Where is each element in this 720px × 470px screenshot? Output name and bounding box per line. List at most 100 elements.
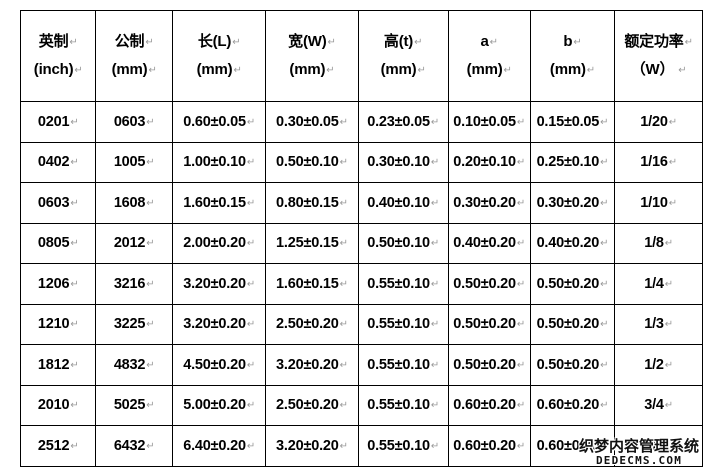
paragraph-mark-icon: ↵	[430, 116, 439, 128]
cell-a: 0.20±0.10↵	[447, 141, 531, 183]
paragraph-mark-icon: ↵	[327, 36, 336, 48]
cell-value: 0402	[37, 154, 70, 171]
cell-value: 3.20±0.20	[276, 437, 339, 454]
cell-value: 0.50±0.10	[367, 235, 430, 252]
paragraph-mark-icon: ↵	[326, 64, 335, 76]
paragraph-mark-icon: ↵	[430, 238, 439, 250]
paragraph-mark-icon: ↵	[339, 319, 348, 331]
cell-value: 0.50±0.20	[453, 356, 516, 373]
table-row: 0402↵ 1005↵ 1.00±0.10↵ 0.50±0.10↵ 0.30±0…	[19, 141, 703, 183]
cell-height: 0.55±0.10↵	[357, 384, 449, 426]
column-header-metric: 公制↵ (mm)↵	[95, 10, 173, 102]
cell-value: 0.55±0.10	[367, 275, 430, 292]
paragraph-mark-icon: ↵	[70, 238, 79, 250]
paragraph-mark-icon: ↵	[664, 400, 673, 412]
cell-value: 0.30±0.05	[276, 113, 339, 130]
paragraph-mark-icon: ↵	[339, 400, 348, 412]
cell-height: 0.30±0.10↵	[357, 141, 449, 183]
paragraph-mark-icon: ↵	[668, 157, 677, 169]
cell-metric: 2012↵	[95, 222, 173, 264]
cell-b: 0.30±0.20↵	[529, 182, 616, 224]
paragraph-mark-icon: ↵	[70, 440, 79, 452]
cell-inch: 2512↵	[19, 425, 97, 467]
cell-metric: 6432↵	[95, 425, 173, 467]
cell-value: 1005	[113, 154, 146, 171]
cell-width: 0.80±0.15↵	[265, 182, 359, 224]
column-header-metric-line2: (mm)	[111, 60, 148, 78]
cell-length: 1.00±0.10↵	[171, 141, 267, 183]
paragraph-mark-icon: ↵	[339, 157, 348, 169]
cell-value: 1/20	[640, 113, 668, 130]
table-row: 2512↵ 6432↵ 6.40±0.20↵ 3.20±0.20↵ 0.55±0…	[19, 425, 703, 467]
table-header-row: 英制↵ (inch)↵ 公制↵ (mm)↵ 长(L)↵ (mm)↵ 宽(W)↵ …	[19, 10, 703, 102]
column-header-inch-line1: 英制	[38, 32, 69, 50]
cell-rated-power: 1/4↵	[614, 263, 703, 305]
paragraph-mark-icon: ↵	[69, 36, 78, 48]
paragraph-mark-icon: ↵	[246, 400, 255, 412]
paragraph-mark-icon: ↵	[586, 64, 595, 76]
paragraph-mark-icon: ↵	[516, 440, 526, 452]
paragraph-mark-icon: ↵	[664, 319, 673, 331]
cell-b: 0.50±0.20↵	[529, 344, 616, 386]
paragraph-mark-icon: ↵	[70, 359, 79, 371]
cell-value: 0.40±0.20	[536, 235, 600, 252]
cell-b: 0.15±0.05↵	[529, 101, 616, 143]
cell-value: 0.50±0.20	[536, 316, 600, 333]
cell-width: 1.25±0.15↵	[265, 222, 359, 264]
paragraph-mark-icon: ↵	[417, 64, 426, 76]
paragraph-mark-icon: ↵	[70, 197, 79, 209]
column-header-length-line1: 长(L)	[197, 32, 232, 50]
paragraph-mark-icon: ↵	[430, 319, 439, 331]
cell-a: 0.60±0.20↵	[447, 425, 531, 467]
cell-value: 1/4	[644, 275, 664, 292]
paragraph-mark-icon: ↵	[600, 319, 609, 331]
cell-a: 0.40±0.20↵	[447, 222, 531, 264]
cell-value: 3225	[113, 316, 146, 333]
paragraph-mark-icon: ↵	[70, 319, 79, 331]
paragraph-mark-icon: ↵	[233, 64, 242, 76]
cell-value: 1210	[37, 316, 70, 333]
cell-value: 0.50±0.20	[536, 356, 600, 373]
cell-value: 2.00±0.20	[183, 235, 246, 252]
table-row: 0805↵ 2012↵ 2.00±0.20↵ 1.25±0.15↵ 0.50±0…	[19, 222, 703, 264]
cell-height: 0.55±0.10↵	[357, 263, 449, 305]
cell-a: 0.50±0.20↵	[447, 303, 531, 345]
table-row: 2010↵ 5025↵ 5.00±0.20↵ 2.50±0.20↵ 0.55±0…	[19, 384, 703, 426]
column-header-a-line1: a	[480, 32, 489, 50]
cell-value: 2512	[37, 437, 70, 454]
table-body: 0201↵ 0603↵ 0.60±0.05↵ 0.30±0.05↵ 0.23±0…	[19, 101, 703, 467]
cell-width: 0.30±0.05↵	[265, 101, 359, 143]
cell-width: 3.20±0.20↵	[265, 425, 359, 467]
column-header-height-line2: (mm)	[380, 60, 417, 78]
cell-metric: 0603↵	[95, 101, 173, 143]
paragraph-mark-icon: ↵	[146, 400, 155, 412]
cell-value: 6.40±0.20	[183, 437, 246, 454]
table-row: 0603↵ 1608↵ 1.60±0.15↵ 0.80±0.15↵ 0.40±0…	[19, 182, 703, 224]
cell-value: 1.60±0.15	[276, 275, 339, 292]
cell-value: 1	[650, 437, 658, 454]
paragraph-mark-icon: ↵	[146, 359, 155, 371]
cell-value: 1.25±0.15	[276, 235, 339, 252]
cell-value: 4832	[113, 356, 146, 373]
column-header-width: 宽(W)↵ (mm)↵	[265, 10, 359, 102]
cell-value: 0603	[37, 194, 70, 211]
cell-b: 0.50±0.20↵	[529, 263, 616, 305]
column-header-length-line2: (mm)	[196, 60, 233, 78]
paragraph-mark-icon: ↵	[146, 440, 155, 452]
cell-value: 0.55±0.10	[367, 437, 430, 454]
cell-metric: 1005↵	[95, 141, 173, 183]
cell-value: 3.20±0.20	[276, 356, 339, 373]
cell-length: 0.60±0.05↵	[171, 101, 267, 143]
cell-height: 0.55±0.10↵	[357, 425, 449, 467]
paragraph-mark-icon: ↵	[70, 157, 79, 169]
cell-b: 0.60±0.20↵	[529, 425, 616, 467]
column-header-height: 高(t)↵ (mm)↵	[357, 10, 449, 102]
column-header-length: 长(L)↵ (mm)↵	[171, 10, 267, 102]
paragraph-mark-icon: ↵	[246, 440, 255, 452]
paragraph-mark-icon: ↵	[430, 400, 439, 412]
paragraph-mark-icon: ↵	[246, 238, 255, 250]
paragraph-mark-icon: ↵	[339, 238, 348, 250]
column-header-rated-power: 额定功率↵ （W） ↵	[614, 10, 703, 102]
cell-value: 1.60±0.15	[183, 194, 246, 211]
paragraph-mark-icon: ↵	[430, 278, 439, 290]
